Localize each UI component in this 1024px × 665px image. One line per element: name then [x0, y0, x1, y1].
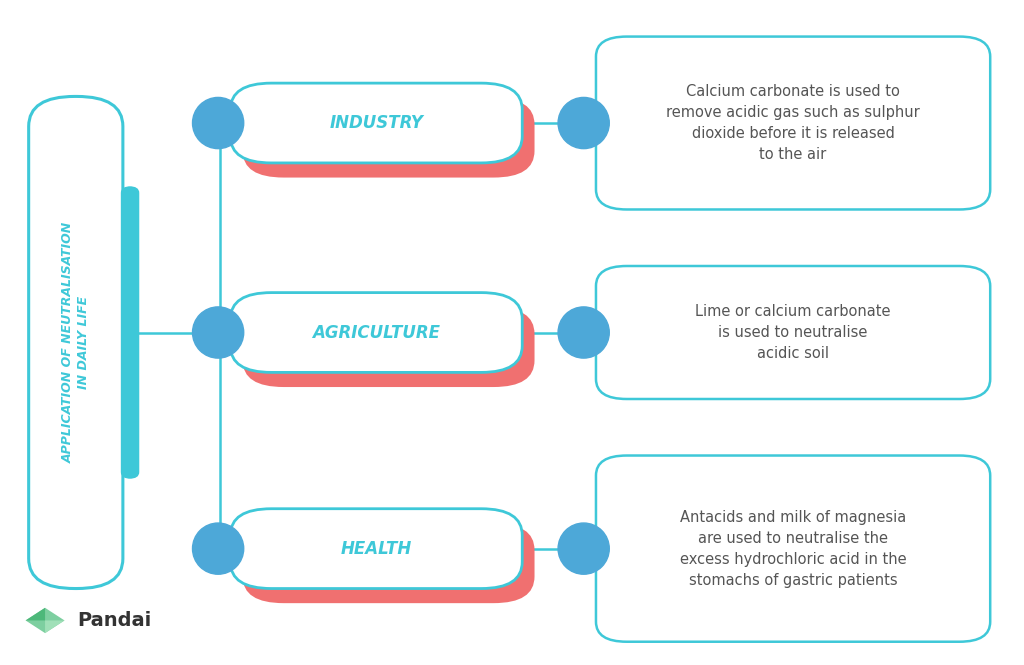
- Text: AGRICULTURE: AGRICULTURE: [312, 323, 440, 342]
- Text: INDUSTRY: INDUSTRY: [330, 114, 423, 132]
- Polygon shape: [26, 608, 65, 633]
- Ellipse shape: [193, 523, 244, 574]
- Text: Antacids and milk of magnesia
are used to neutralise the
excess hydrochloric aci: Antacids and milk of magnesia are used t…: [680, 509, 906, 588]
- FancyBboxPatch shape: [243, 307, 535, 387]
- FancyBboxPatch shape: [596, 456, 990, 642]
- FancyBboxPatch shape: [230, 293, 522, 372]
- Text: APPLICATION OF NEUTRALISATION
IN DAILY LIFE: APPLICATION OF NEUTRALISATION IN DAILY L…: [61, 222, 90, 463]
- FancyBboxPatch shape: [596, 266, 990, 399]
- Text: Lime or calcium carbonate
is used to neutralise
acidic soil: Lime or calcium carbonate is used to neu…: [695, 304, 891, 361]
- Text: Pandai: Pandai: [77, 611, 152, 630]
- Polygon shape: [45, 620, 65, 633]
- Text: Calcium carbonate is used to
remove acidic gas such as sulphur
dioxide before it: Calcium carbonate is used to remove acid…: [667, 84, 920, 162]
- FancyBboxPatch shape: [121, 186, 139, 479]
- FancyBboxPatch shape: [230, 83, 522, 163]
- Ellipse shape: [558, 98, 609, 148]
- FancyBboxPatch shape: [230, 509, 522, 589]
- Ellipse shape: [558, 307, 609, 358]
- Ellipse shape: [558, 523, 609, 574]
- Ellipse shape: [193, 98, 244, 148]
- FancyBboxPatch shape: [29, 96, 123, 589]
- FancyBboxPatch shape: [243, 523, 535, 603]
- Text: HEALTH: HEALTH: [341, 539, 412, 558]
- FancyBboxPatch shape: [596, 37, 990, 209]
- Polygon shape: [26, 608, 45, 620]
- Ellipse shape: [193, 307, 244, 358]
- FancyBboxPatch shape: [243, 98, 535, 178]
